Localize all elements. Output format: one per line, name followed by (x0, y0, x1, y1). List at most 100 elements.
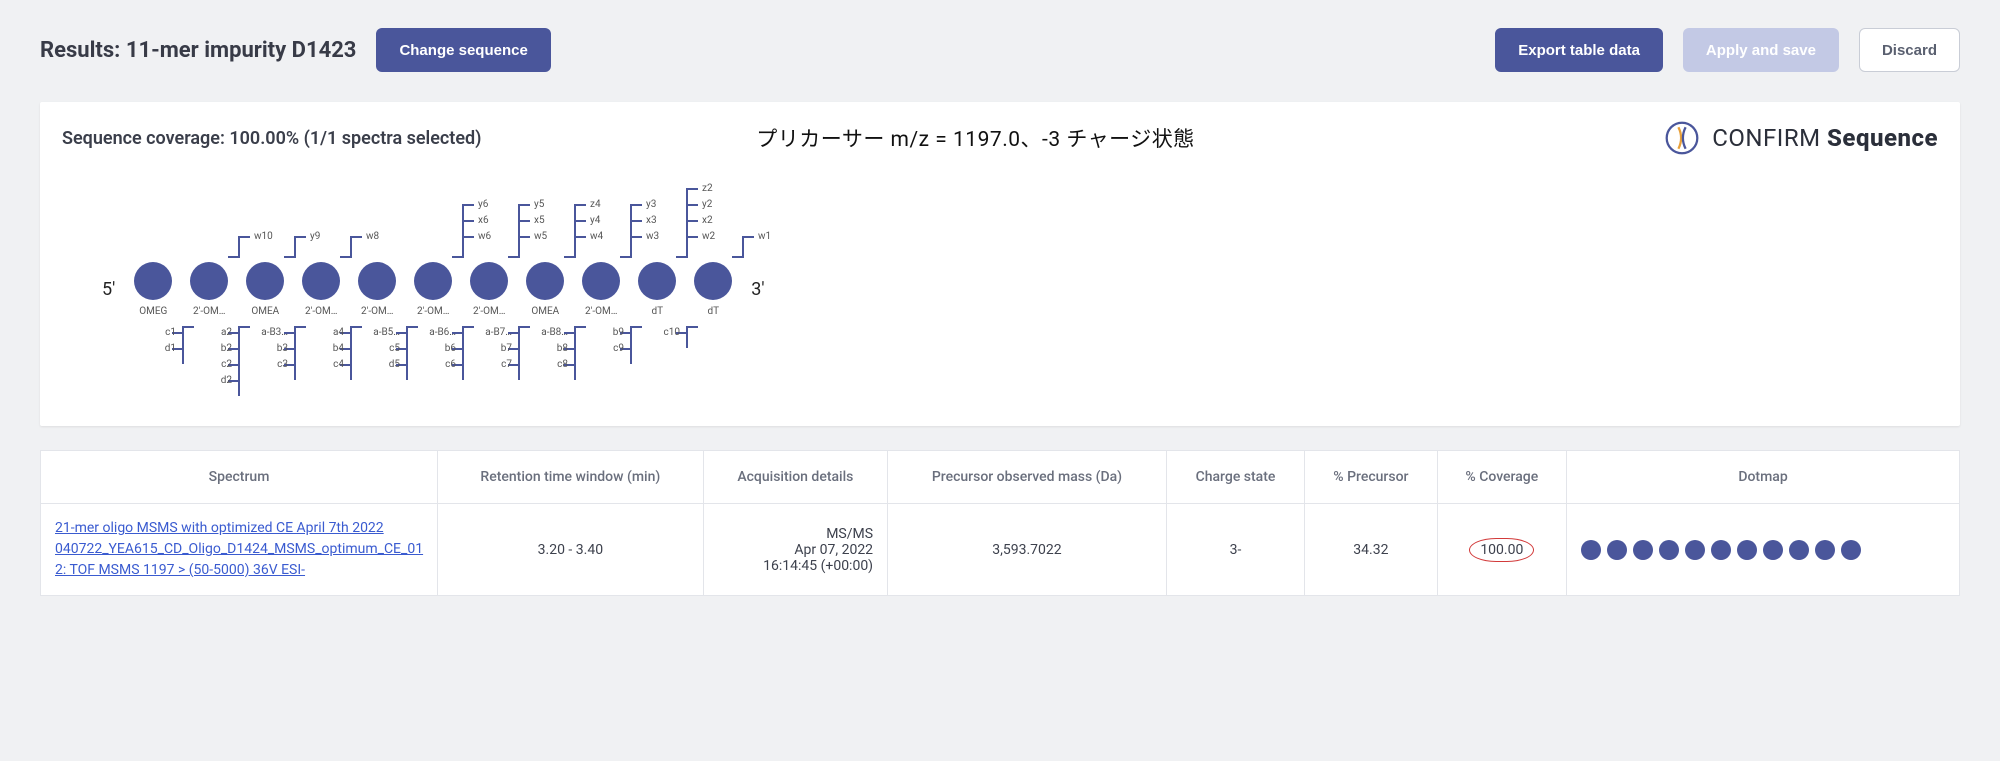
residue-label: OMEA (531, 306, 559, 317)
fragment-label: a2 (198, 327, 232, 338)
sequence-coverage-label: Sequence coverage: 100.00% (1/1 spectra … (62, 128, 481, 149)
residue-label: dT (651, 306, 663, 317)
precursor-pct-cell: 34.32 (1305, 504, 1437, 596)
fragment-label: c7 (478, 359, 512, 370)
fragment-label: z2 (702, 183, 713, 194)
spectrum-link[interactable]: 21-mer oligo MSMS with optimized CE Apri… (55, 518, 423, 581)
residue-label: 2'-OM… (417, 306, 449, 317)
fragment-label: a4 (310, 327, 344, 338)
header-bar: Results: 11-mer impurity D1423 Change se… (40, 28, 1960, 72)
fragment-label: c4 (310, 359, 344, 370)
fragment-label: b8 (534, 343, 568, 354)
fragment-label: a-B5… (366, 327, 400, 338)
column-header: % Coverage (1437, 451, 1566, 504)
dotmap-dot (1633, 540, 1653, 560)
residue-node (190, 262, 228, 300)
residue-label: 2'-OM… (193, 306, 225, 317)
precursor-info: プリカーサー m/z = 1197.0、-3 チャージ状態 (756, 123, 1194, 153)
fragment-label: d5 (366, 359, 400, 370)
dotmap-dot (1841, 540, 1861, 560)
fragment-label: b3 (254, 343, 288, 354)
residue: OMEA (517, 262, 573, 317)
residue: 2'-OM… (293, 262, 349, 317)
fragment-label: x2 (702, 215, 713, 226)
fragment-label: c3 (254, 359, 288, 370)
residue-label: 2'-OM… (585, 306, 617, 317)
mass-cell: 3,593.7022 (888, 504, 1167, 596)
charge-cell: 3- (1166, 504, 1304, 596)
residue-node (134, 262, 172, 300)
fragment-label: z4 (590, 199, 601, 210)
table-row[interactable]: 21-mer oligo MSMS with optimized CE Apri… (41, 504, 1960, 596)
column-header: Retention time window (min) (438, 451, 704, 504)
fragment-label: y2 (702, 199, 712, 210)
residue: 2'-OM… (461, 262, 517, 317)
rt-cell: 3.20 - 3.40 (438, 504, 704, 596)
fragment-label: a-B3… (254, 327, 288, 338)
fragment-label: w4 (590, 231, 603, 242)
fragment-label: w8 (366, 231, 379, 242)
fragment-label: c1 (142, 327, 176, 338)
fragment-label: c8 (534, 359, 568, 370)
residue: dT (685, 262, 741, 317)
residue-node (526, 262, 564, 300)
fragment-label: y5 (534, 199, 544, 210)
fragment-label: a-B8… (534, 327, 568, 338)
three-prime-label: 3' (751, 279, 764, 300)
discard-button[interactable]: Discard (1859, 28, 1960, 72)
change-sequence-button[interactable]: Change sequence (376, 28, 550, 72)
residue-label: 2'-OM… (473, 306, 505, 317)
fragment-label: b2 (198, 343, 232, 354)
residue: OMEG (125, 262, 181, 317)
column-header: Charge state (1166, 451, 1304, 504)
fragment-label: y6 (478, 199, 488, 210)
fragment-label: d1 (142, 343, 176, 354)
residue-node (414, 262, 452, 300)
residue-node (302, 262, 340, 300)
fragment-label: b9 (590, 327, 624, 338)
column-header: Acquisition details (703, 451, 887, 504)
coverage-pct-cell: 100.00 (1437, 504, 1566, 596)
residue-node (470, 262, 508, 300)
page-title: Results: 11-mer impurity D1423 (40, 38, 356, 63)
fragment-label: c6 (422, 359, 456, 370)
fragment-label: a-B6… (422, 327, 456, 338)
residue-node (638, 262, 676, 300)
confirm-sequence-icon (1664, 120, 1700, 156)
dotmap-dot (1607, 540, 1627, 560)
dotmap-dot (1789, 540, 1809, 560)
fragment-label: w10 (254, 231, 273, 242)
fragment-label: x5 (534, 215, 545, 226)
fragment-label: w1 (758, 231, 771, 242)
residue-label: OMEG (139, 306, 167, 317)
residue-label: dT (707, 306, 719, 317)
residue-label: OMEA (251, 306, 279, 317)
residue: 2'-OM… (349, 262, 405, 317)
fragment-label: c10 (646, 327, 680, 338)
dotmap-dot (1737, 540, 1757, 560)
fragment-label: b4 (310, 343, 344, 354)
dotmap-cell (1567, 504, 1960, 596)
fragment-label: c5 (366, 343, 400, 354)
fragment-label: x3 (646, 215, 657, 226)
fragment-label: b6 (422, 343, 456, 354)
brand-logo: CONFIRM Sequence (1664, 120, 1938, 156)
fragment-label: c9 (590, 343, 624, 354)
sequence-diagram: 5' OMEG 2'-OM… OMEA 2'-OM… 2'-OM… 2'-OM… 2'-OM…… (92, 178, 1938, 408)
residue-node (582, 262, 620, 300)
residue: OMEA (237, 262, 293, 317)
fragment-label: d2 (198, 375, 232, 386)
fragment-label: w3 (646, 231, 659, 242)
residue-label: 2'-OM… (361, 306, 393, 317)
export-table-button[interactable]: Export table data (1495, 28, 1663, 72)
dotmap-dot (1659, 540, 1679, 560)
residue: dT (629, 262, 685, 317)
dotmap-dot (1711, 540, 1731, 560)
residue: 2'-OM… (405, 262, 461, 317)
column-header: % Precursor (1305, 451, 1437, 504)
column-header: Precursor observed mass (Da) (888, 451, 1167, 504)
dotmap-dot (1685, 540, 1705, 560)
coverage-circled: 100.00 (1469, 538, 1534, 562)
dotmap-dot (1815, 540, 1835, 560)
five-prime-label: 5' (102, 279, 115, 300)
